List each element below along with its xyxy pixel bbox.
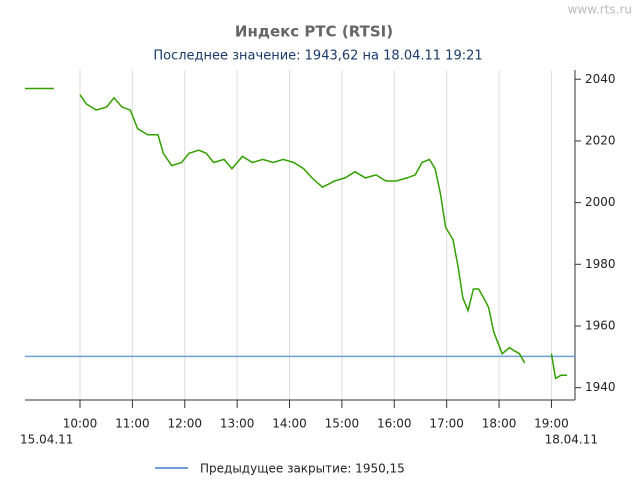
x-tick-label: 13:00 [220, 417, 255, 431]
x-tick-label: 11:00 [115, 417, 150, 431]
x-tick-label: 14:00 [272, 417, 307, 431]
x-tick-label: 18:00 [482, 417, 517, 431]
legend-label: Предыдущее закрытие: 1950,15 [200, 462, 405, 476]
y-tick-label: 2000 [585, 195, 616, 209]
y-tick-label: 1980 [585, 257, 616, 271]
y-tick-label: 2020 [585, 133, 616, 147]
x-tick-label: 15:00 [325, 417, 360, 431]
x-tick-label: 19:00 [534, 417, 569, 431]
y-tick-label: 2040 [585, 72, 616, 86]
y-tick-label: 1960 [585, 318, 616, 332]
chart-subtitle: Последнее значение: 1943,62 на 18.04.11 … [153, 49, 482, 64]
end-date: 18.04.11 [545, 433, 598, 447]
price-line [25, 87, 568, 380]
chart-title: Индекс РТС (RTSI) [235, 23, 393, 41]
x-tick-label: 10:00 [63, 417, 98, 431]
watermark: www.rts.ru [568, 3, 632, 17]
start-date: 15.04.11 [20, 433, 73, 447]
x-tick-label: 12:00 [167, 417, 202, 431]
y-tick-label: 1940 [585, 380, 616, 394]
x-tick-label: 16:00 [377, 417, 412, 431]
x-tick-label: 17:00 [429, 417, 464, 431]
